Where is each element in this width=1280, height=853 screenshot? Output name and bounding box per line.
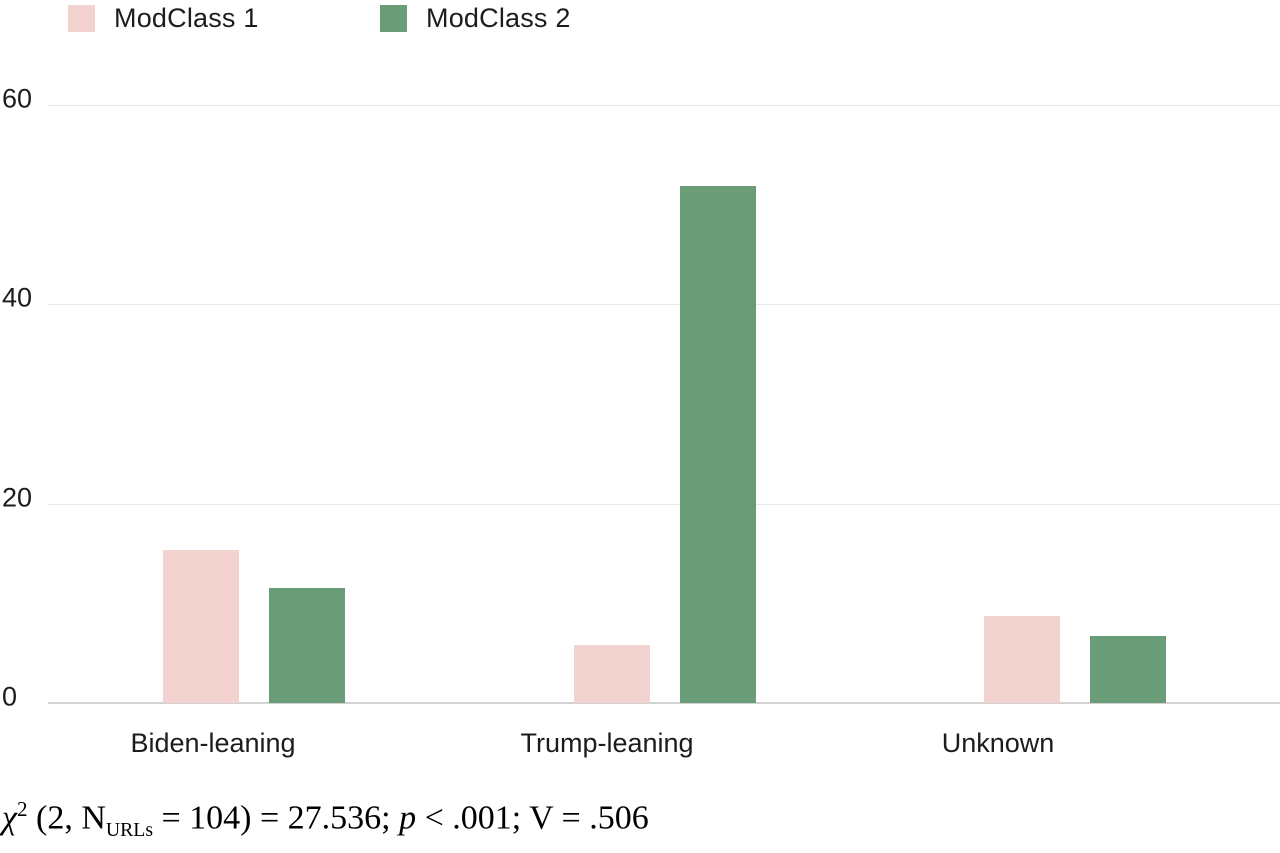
y-tick-label-60: 60 (2, 83, 33, 114)
bar-trump-leaning-modclass-1 (574, 645, 650, 703)
legend-label-modclass-2: ModClass 2 (426, 3, 571, 33)
caption-seg2: = 104) = 27.536; (152, 799, 400, 837)
y-tick-label-20: 20 (2, 482, 33, 513)
x-axis-line (48, 702, 1280, 704)
caption-p: p (399, 799, 417, 837)
bar-biden-leaning-modclass-1 (163, 550, 239, 703)
bar-trump-leaning-modclass-2 (680, 186, 756, 703)
gridline-40 (48, 304, 1280, 306)
legend-swatch-modclass-1-icon (68, 5, 95, 32)
x-axis-label-biden-leaning: Biden-leaning (130, 728, 296, 758)
caption-chi-exponent: 2 (16, 797, 28, 821)
caption-n-subscript: URLs (105, 819, 153, 842)
legend-item-modclass-2: ModClass 2 (380, 3, 571, 34)
legend-label-modclass-1: ModClass 1 (114, 3, 259, 33)
caption-seg3: < .001; V = .506 (416, 799, 649, 837)
stats-caption: χ2 (2, NURLs = 104) = 27.536; p < .001; … (2, 797, 649, 842)
x-axis-label-unknown: Unknown (941, 728, 1055, 758)
caption-chi: χ (2, 799, 17, 837)
gridline-60 (48, 105, 1280, 106)
bar-unknown-modclass-2 (1090, 636, 1166, 703)
bar-biden-leaning-modclass-2 (269, 588, 345, 703)
legend-item-modclass-1: ModClass 1 (68, 3, 259, 34)
bar-unknown-modclass-1 (984, 616, 1060, 703)
y-tick-label-0: 0 (2, 681, 18, 712)
legend-swatch-modclass-2-icon (380, 5, 407, 32)
caption-seg1: (2, N (27, 799, 106, 837)
x-axis-label-trump-leaning: Trump-leaning (520, 728, 694, 758)
gridline-20 (48, 503, 1280, 505)
y-tick-label-40: 40 (2, 282, 33, 313)
